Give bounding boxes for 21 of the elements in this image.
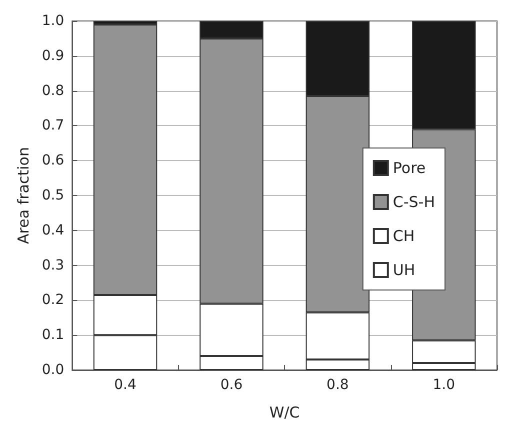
y-tick-label: 0.6 [42,152,64,169]
y-axis-title: Area fraction [14,147,32,244]
y-tick-label: 0.2 [42,292,64,308]
y-tick-label: 0.5 [42,188,64,204]
y-tick-label: 0.9 [42,48,64,64]
x-tick-label: 0.6 [220,377,243,393]
legend-label: Pore [392,159,426,177]
y-tick-label: 0.4 [42,222,64,238]
x-tick-label: 0.4 [114,377,136,393]
y-tick-label: 0.0 [42,362,64,378]
y-tick-label: 0.3 [42,257,64,274]
legend-label: C-S-H [392,193,436,211]
x-tick-label: 0.8 [326,377,349,393]
y-tick-label: 0.1 [42,327,64,344]
x-tick-label: 1.0 [432,377,456,393]
y-tick-label: 0.7 [42,118,64,134]
legend-label: CH [392,227,415,245]
legend-label: UH [392,261,416,279]
x-axis-title: W/C [269,404,300,422]
y-tick-label: 0.8 [42,82,64,99]
y-tick-label: 1.0 [42,13,64,29]
